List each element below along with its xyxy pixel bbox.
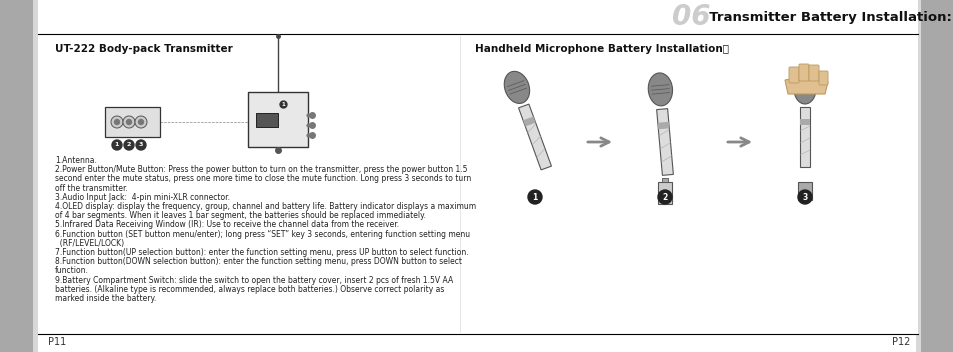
Text: 1: 1	[281, 101, 285, 107]
Text: 3: 3	[801, 193, 807, 201]
Circle shape	[124, 140, 133, 150]
Text: 3.Audio Input Jack:  4-pin mini-XLR connector.: 3.Audio Input Jack: 4-pin mini-XLR conne…	[55, 193, 230, 202]
FancyBboxPatch shape	[799, 64, 808, 81]
Ellipse shape	[504, 71, 529, 103]
Text: Transmitter Battery Installation:: Transmitter Battery Installation:	[700, 11, 951, 24]
Circle shape	[123, 116, 135, 128]
FancyBboxPatch shape	[818, 71, 827, 85]
FancyBboxPatch shape	[917, 0, 953, 352]
FancyBboxPatch shape	[797, 182, 811, 200]
Circle shape	[114, 119, 119, 125]
Text: 1: 1	[114, 143, 119, 147]
Ellipse shape	[648, 73, 672, 106]
Text: 8.Function button(DOWN selection button): enter the function setting menu, press: 8.Function button(DOWN selection button)…	[55, 257, 461, 266]
FancyBboxPatch shape	[33, 0, 38, 352]
Circle shape	[135, 116, 147, 128]
FancyBboxPatch shape	[38, 34, 917, 334]
Polygon shape	[656, 109, 673, 175]
Circle shape	[797, 190, 811, 204]
Text: (RF/LEVEL/LOCK): (RF/LEVEL/LOCK)	[55, 239, 124, 248]
FancyBboxPatch shape	[0, 0, 36, 352]
Text: 4.OLED display: display the frequency, group, channel and battery life. Battery : 4.OLED display: display the frequency, g…	[55, 202, 476, 211]
Text: of 4 bar segments. When it leaves 1 bar segment, the batteries should be replace: of 4 bar segments. When it leaves 1 bar …	[55, 211, 425, 220]
FancyBboxPatch shape	[788, 67, 799, 83]
FancyBboxPatch shape	[661, 178, 667, 182]
Text: 3: 3	[139, 143, 143, 147]
FancyBboxPatch shape	[808, 65, 818, 81]
Circle shape	[527, 190, 541, 204]
Circle shape	[658, 190, 671, 204]
Text: batteries. (Alkaline type is recommended, always replace both batteries.) Observ: batteries. (Alkaline type is recommended…	[55, 285, 444, 294]
Polygon shape	[800, 119, 809, 125]
Text: 06: 06	[671, 3, 710, 31]
FancyBboxPatch shape	[255, 113, 277, 127]
Ellipse shape	[793, 74, 815, 104]
FancyBboxPatch shape	[915, 0, 920, 352]
FancyBboxPatch shape	[658, 182, 671, 204]
FancyBboxPatch shape	[248, 92, 308, 147]
Text: UT-222 Body-pack Transmitter: UT-222 Body-pack Transmitter	[55, 44, 233, 54]
Polygon shape	[658, 122, 669, 129]
Text: 1.Antenna.: 1.Antenna.	[55, 156, 97, 165]
Circle shape	[112, 140, 122, 150]
Text: 2: 2	[127, 143, 132, 147]
Text: P12: P12	[891, 337, 909, 347]
Polygon shape	[522, 117, 535, 126]
Text: 7.Function button(UP selection button): enter the function setting menu, press U: 7.Function button(UP selection button): …	[55, 248, 468, 257]
Circle shape	[111, 116, 123, 128]
Text: 1: 1	[532, 193, 537, 201]
Circle shape	[127, 119, 132, 125]
FancyBboxPatch shape	[38, 0, 917, 34]
Text: P11: P11	[48, 337, 66, 347]
Text: off the transmitter.: off the transmitter.	[55, 184, 128, 193]
FancyBboxPatch shape	[105, 107, 160, 137]
Text: 2.Power Button/Mute Button: Press the power button to turn on the transmitter, p: 2.Power Button/Mute Button: Press the po…	[55, 165, 467, 174]
Circle shape	[138, 119, 143, 125]
Text: 6.Function button (SET button menu/enter); long press “SET” key 3 seconds, enter: 6.Function button (SET button menu/enter…	[55, 230, 470, 239]
Text: 9.Battery Compartment Switch: slide the switch to open the battery cover, insert: 9.Battery Compartment Switch: slide the …	[55, 276, 453, 285]
Circle shape	[136, 140, 146, 150]
Text: 5.Infrared Data Receiving Window (IR): Use to receive the channel data from the : 5.Infrared Data Receiving Window (IR): U…	[55, 220, 398, 230]
Text: Handheld Microphone Battery Installation：: Handheld Microphone Battery Installation…	[475, 44, 728, 54]
Text: marked inside the battery.: marked inside the battery.	[55, 294, 156, 303]
Text: 2: 2	[661, 193, 667, 201]
Text: second enter the mute status, press one more time to close the mute function. Lo: second enter the mute status, press one …	[55, 174, 471, 183]
Polygon shape	[518, 104, 551, 170]
Polygon shape	[784, 74, 827, 94]
Text: function.: function.	[55, 266, 89, 275]
Polygon shape	[800, 107, 809, 167]
